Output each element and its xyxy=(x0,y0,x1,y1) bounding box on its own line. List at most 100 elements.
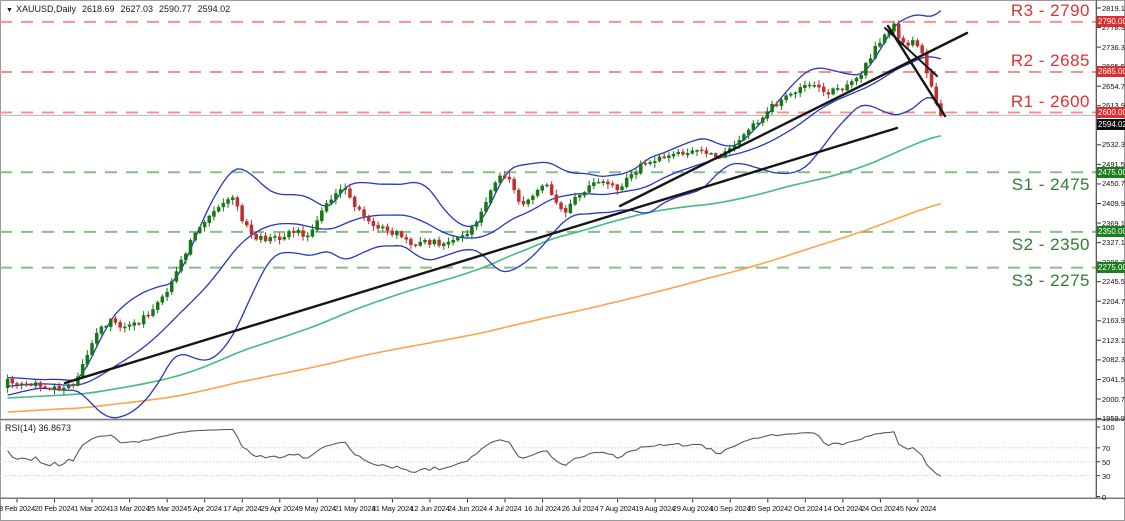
support-label-s1[interactable]: S1 - 2475 xyxy=(1011,175,1090,195)
time-axis-label: 8 Feb 2024 xyxy=(0,504,35,513)
resistance-label-r3[interactable]: R3 - 2790 xyxy=(1010,0,1090,20)
candle-body xyxy=(920,45,924,54)
candle-body xyxy=(212,211,216,217)
trendline-1[interactable] xyxy=(63,126,899,385)
candle-body xyxy=(155,302,160,310)
candle-body xyxy=(864,63,868,76)
candle-body xyxy=(742,134,746,141)
support-label-s2[interactable]: S2 - 2350 xyxy=(1011,234,1090,254)
candle-body xyxy=(282,236,287,240)
candle-body xyxy=(512,178,516,191)
candle-body xyxy=(104,325,108,328)
candle-body xyxy=(517,189,521,202)
candle-body xyxy=(348,188,352,198)
candle-body xyxy=(277,236,282,241)
candle-body xyxy=(184,253,188,260)
symbol-dropdown-icon[interactable]: ▼ xyxy=(6,7,13,14)
candle-body xyxy=(334,193,338,200)
candle-body xyxy=(376,224,380,229)
candle-body xyxy=(296,229,301,233)
time-axis-label: 16 Jul 2024 xyxy=(524,504,561,513)
candle-body xyxy=(202,222,207,228)
candle-body xyxy=(662,156,666,159)
candle-body xyxy=(287,231,291,238)
candle-body xyxy=(48,388,52,390)
candle-body xyxy=(587,185,591,193)
price-tag-current: 2594.02 xyxy=(1097,118,1125,130)
time-axis-label: 24 Oct 2024 xyxy=(861,504,900,513)
price-axis-label: 2613.90 xyxy=(1102,101,1125,111)
candle-body xyxy=(737,140,741,146)
trendline-2[interactable] xyxy=(618,31,969,208)
candle-body xyxy=(606,181,610,185)
ohlc-close: 2594.02 xyxy=(197,4,231,14)
candle-body xyxy=(146,314,151,317)
time-axis-label: 13 Mar 2024 xyxy=(109,504,150,513)
price-axis[interactable]: 2819.102778.302736.302695.502654.702613.… xyxy=(1097,0,1125,498)
candle-body xyxy=(911,40,915,46)
price-axis-label: 2163.90 xyxy=(1102,316,1125,326)
symbol-info: ▼ XAUUSD,Daily 2618.69 2627.03 2590.77 2594.0… xyxy=(6,4,230,14)
sma200-line xyxy=(7,202,942,413)
bollinger-middle-line xyxy=(7,56,942,388)
rsi-axis[interactable]: 100 70 50 30 0 xyxy=(1097,421,1125,502)
candle-body xyxy=(498,175,502,183)
bollinger-lower-line xyxy=(7,97,942,419)
time-axis-label: 12 Jun 2024 xyxy=(410,504,450,513)
rsi-axis-label: 70 xyxy=(1102,443,1111,453)
candle-body xyxy=(540,185,545,191)
candle-body xyxy=(826,92,831,95)
candle-body xyxy=(479,211,484,223)
candle-body xyxy=(170,281,174,293)
rsi-axis-label: 30 xyxy=(1102,471,1111,481)
candle-body xyxy=(259,236,263,240)
price-tag-r1: 2600.00 xyxy=(1097,107,1125,119)
candle-body xyxy=(399,231,404,238)
candle-body xyxy=(563,208,568,213)
candle-body xyxy=(291,230,296,233)
resistance-label-r2[interactable]: R2 - 2685 xyxy=(1010,50,1090,70)
candle-body xyxy=(357,206,362,210)
candle-body xyxy=(554,194,559,203)
price-axis-label: 2123.10 xyxy=(1102,335,1125,345)
candle-body xyxy=(596,181,601,184)
time-axis-label: 21 May 2024 xyxy=(334,504,376,513)
candle-body xyxy=(756,122,760,125)
bollinger-upper-line xyxy=(7,10,942,381)
candle-body xyxy=(493,182,498,192)
candle-body xyxy=(456,237,460,241)
candle-body xyxy=(24,383,29,385)
candle-body xyxy=(338,189,343,194)
candle-body xyxy=(216,207,221,212)
time-axis-label: 9 May 2024 xyxy=(298,504,336,513)
price-axis-label: 2327.10 xyxy=(1102,238,1125,248)
candle-body xyxy=(301,230,305,237)
candle-body xyxy=(329,199,333,204)
candle-body xyxy=(268,237,272,242)
candle-body xyxy=(432,239,437,245)
candle-body xyxy=(343,188,348,190)
time-axis[interactable]: 8 Feb 2024 20 Feb 2024 1 Mar 2024 13 Mar 20… xyxy=(0,499,1125,521)
candle-body xyxy=(118,322,122,328)
rsi-axis-label: 0 xyxy=(1102,492,1107,502)
trendline-4[interactable] xyxy=(886,24,947,118)
candle-body xyxy=(868,58,873,64)
candle-body xyxy=(610,183,615,186)
resistance-label-r1[interactable]: R1 - 2600 xyxy=(1010,91,1090,111)
candle-body xyxy=(803,85,807,88)
candle-body xyxy=(442,243,446,246)
candle-body xyxy=(854,77,859,82)
candle-body xyxy=(451,240,455,243)
candle-body xyxy=(690,150,695,154)
rsi-axis-label: 100 xyxy=(1102,423,1115,432)
candle-body xyxy=(629,174,634,179)
candle-body xyxy=(573,196,577,205)
candle-body xyxy=(320,210,324,222)
candle-body xyxy=(10,378,15,384)
candle-body xyxy=(254,233,258,240)
support-label-s3[interactable]: S3 - 2275 xyxy=(1011,270,1090,290)
candle-body xyxy=(502,175,507,178)
candle-body xyxy=(141,315,146,325)
candle-body xyxy=(835,88,840,90)
